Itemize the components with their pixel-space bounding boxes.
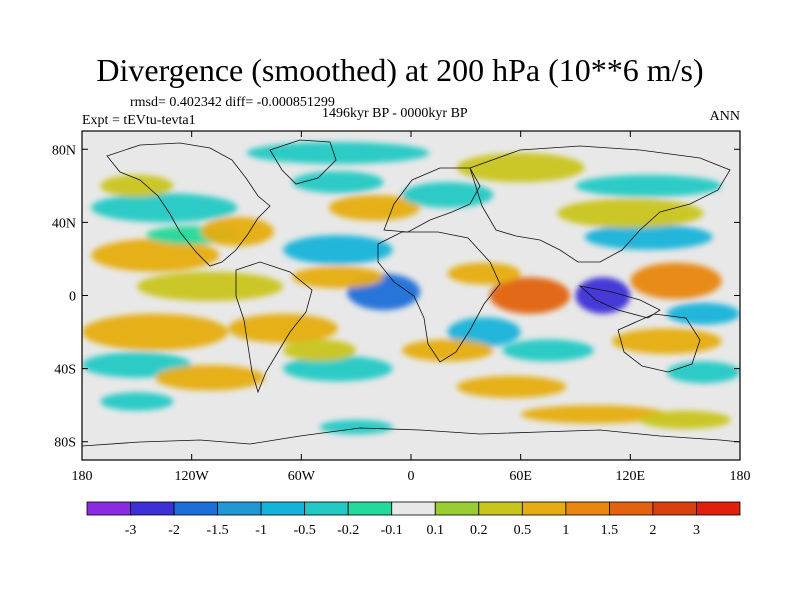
y-tick-label: 40N [52, 216, 76, 231]
anomaly-cool-atlantic-north [283, 235, 393, 265]
coastlines [82, 139, 740, 447]
anomaly-warm-north-atlantic [328, 194, 421, 221]
colorbar-label: 3 [693, 523, 700, 538]
anomaly-warm-australia [612, 328, 722, 354]
x-tick-label: 180 [72, 469, 93, 484]
anomaly-cool-tropical-pacific [666, 302, 740, 325]
anomaly-warm-west-pacific [630, 262, 722, 300]
coast-europe [383, 167, 481, 233]
x-tick-label: 60W [288, 469, 316, 484]
colorbar-label: -0.2 [337, 523, 359, 538]
colorbar-swatch [565, 501, 610, 516]
experiment-label: Expt = tEVtu-tevta1 [82, 113, 196, 128]
colorbar-label: -0.1 [381, 523, 403, 538]
anomaly-cool-west-pacific [584, 224, 713, 250]
colorbar-label: 0.1 [427, 523, 445, 538]
anomaly-warm-south-pacific-2 [155, 364, 265, 391]
x-tick-label: 120E [616, 469, 646, 484]
anomaly-cool-africa [447, 317, 521, 347]
coast-australia [617, 313, 701, 373]
anomaly-cool-south-ocean [100, 392, 174, 411]
anomaly-warm-asia [557, 198, 704, 228]
colorbar-swatch [696, 501, 741, 516]
colorbar-swatch [347, 501, 393, 516]
x-tick-label: 180 [730, 469, 751, 484]
divergence-field [82, 141, 740, 435]
anomaly-warm-north-america [200, 216, 274, 247]
colorbar-label: 2 [649, 523, 656, 538]
y-tick-label: 80N [52, 143, 76, 158]
anomaly-cool-maritime-strong [575, 277, 631, 314]
colorbar-swatch [652, 501, 697, 516]
colorbar-label: -0.5 [294, 523, 316, 538]
anomaly-cool-arctic [246, 141, 430, 164]
coast-antarctica [82, 427, 740, 447]
colorbar: -3 -2 -1.5 -1 -0.5 -0.2 -0.1 0.1 0.2 0.5 1 1.5 2 3 [86, 501, 741, 538]
colorbar-label: 1.5 [601, 523, 619, 538]
anomaly-warm-south-pacific-band [82, 313, 229, 351]
colorbar-label: 0.2 [470, 523, 488, 538]
anomaly-cool-south-west-pacific [666, 361, 740, 384]
anomaly-warm-south-america [283, 339, 357, 362]
anomaly-warm-central-pacific [136, 271, 284, 301]
colorbar-label: -1 [255, 523, 267, 538]
y-tick-label: 80S [54, 436, 76, 451]
colorbar-label: 0.5 [514, 523, 532, 538]
colorbar-swatch [521, 501, 567, 516]
anomaly-cool-southern-atlantic [283, 355, 393, 382]
chart-title: Divergence (smoothed) at 200 hPa (10**6 … [96, 52, 704, 88]
colorbar-swatch [86, 501, 131, 516]
anomaly-warm-south-indian [456, 375, 567, 398]
anomaly-warm-south-atlantic [228, 313, 338, 344]
colorbar-swatch [130, 501, 175, 516]
coast-north-america [106, 142, 271, 267]
anomaly-warm-atlantic [292, 266, 384, 289]
anomaly-warm-pacific-band [91, 238, 220, 272]
anomaly-warm-africa-strong [489, 277, 571, 314]
anomaly-warm-north-pacific [100, 174, 174, 197]
anomaly-cool-europe [401, 182, 494, 208]
period-label: 1496kyr BP - 0000kyr BP [322, 106, 468, 121]
coast-greenland [269, 139, 337, 185]
colorbar-label: 1 [562, 523, 569, 538]
anomaly-cool-north-asia [575, 174, 722, 197]
anomaly-warm-antarctic-east [639, 410, 731, 429]
rmsd-diff-label: rmsd= 0.402342 diff= -0.000851299 [130, 95, 335, 110]
colorbar-swatch [173, 501, 218, 516]
coast-africa [377, 231, 501, 363]
anomaly-cool-indian-ocean [502, 339, 594, 362]
anomaly-warm-east-africa [447, 262, 521, 285]
x-tick-label: 0 [408, 469, 415, 484]
x-tick-label: 120W [175, 469, 210, 484]
axis-ticks: 180 120W 60W 0 60E 120E 180 80N 40N 0 40S 80S [52, 131, 751, 484]
season-label: ANN [709, 109, 740, 124]
colorbar-swatch [391, 501, 436, 516]
anomaly-warm-southern-ocean [520, 405, 667, 424]
anomaly-cool-north-atlantic [292, 171, 384, 194]
colorbar-swatch [217, 501, 262, 516]
coast-south-america [235, 261, 313, 394]
anomaly-cool-north-pacific-band [91, 193, 238, 223]
colorbar-label: -1.5 [207, 523, 229, 538]
colorbar-swatch [260, 501, 306, 516]
x-tick-label: 60E [509, 469, 532, 484]
coast-asia [469, 145, 731, 263]
colorbar-label: -2 [168, 523, 180, 538]
colorbar-label: -3 [125, 523, 137, 538]
anomaly-warm-siberia [456, 152, 585, 183]
colorbar-swatch [478, 501, 523, 516]
colorbar-swatch [304, 501, 349, 516]
colorbar-swatch [434, 501, 480, 516]
y-tick-label: 40S [54, 363, 76, 378]
colorbar-swatch [609, 501, 654, 516]
anomaly-warm-south-africa [401, 339, 494, 362]
y-tick-label: 0 [69, 290, 76, 305]
